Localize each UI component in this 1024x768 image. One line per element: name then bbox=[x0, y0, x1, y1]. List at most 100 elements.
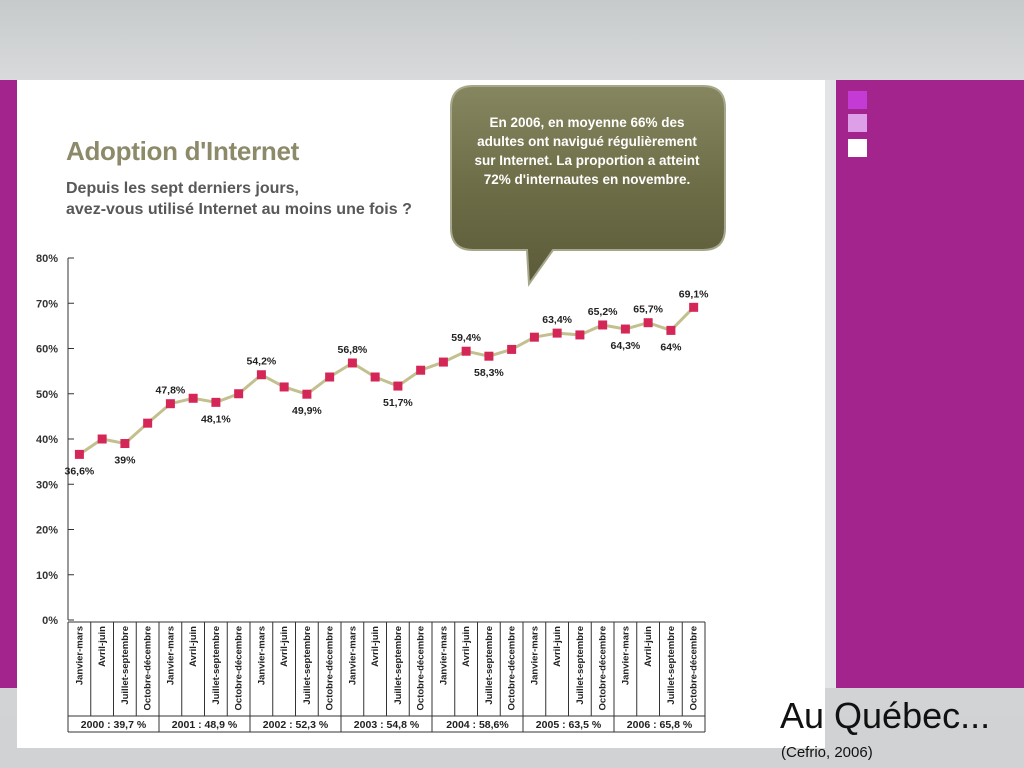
data-point bbox=[211, 397, 221, 407]
category-label: Octobre-décembre bbox=[416, 626, 427, 710]
y-tick-label: 70% bbox=[36, 298, 58, 310]
year-group-label: 2004 : 58,6% bbox=[446, 719, 509, 731]
year-group-label: 2000 : 39,7 % bbox=[81, 719, 147, 731]
year-group-label: 2005 : 63,5 % bbox=[536, 719, 602, 731]
data-point bbox=[188, 393, 198, 403]
data-point bbox=[97, 434, 107, 444]
data-point bbox=[416, 365, 426, 375]
data-label: 48,1% bbox=[201, 413, 231, 425]
category-label: Avril-juin bbox=[279, 626, 290, 667]
data-point bbox=[620, 324, 630, 334]
data-point bbox=[575, 330, 585, 340]
data-point bbox=[120, 439, 130, 449]
category-label: Avril-juin bbox=[188, 626, 199, 667]
category-label: Octobre-décembre bbox=[598, 626, 609, 710]
data-point bbox=[256, 370, 266, 380]
right-purple-band bbox=[836, 80, 1024, 688]
category-label: Avril-juin bbox=[552, 626, 563, 667]
data-point bbox=[552, 328, 562, 338]
line-chart: 0% 10% 20% 30% 40% 50% 60% 70% 80% Janvier-mars Av… bbox=[36, 253, 709, 733]
data-point bbox=[302, 389, 312, 399]
category-label: Avril-juin bbox=[461, 626, 472, 667]
category-label: Octobre-décembre bbox=[234, 626, 245, 710]
chart-panel: Adoption d'Internet Depuis les sept dern… bbox=[17, 80, 825, 748]
data-label: 51,7% bbox=[383, 397, 413, 409]
data-point bbox=[143, 418, 153, 428]
data-point bbox=[370, 372, 380, 382]
data-point bbox=[165, 399, 175, 409]
category-label: Juillet-septembre bbox=[211, 626, 222, 705]
data-label: 59,4% bbox=[451, 332, 481, 344]
category-label: Janvier-mars bbox=[438, 626, 449, 685]
data-point bbox=[643, 318, 653, 328]
data-label: 64,3% bbox=[611, 340, 641, 352]
chart-title: Adoption d'Internet bbox=[66, 136, 299, 166]
data-point bbox=[438, 357, 448, 367]
data-point bbox=[279, 382, 289, 392]
category-label: Octobre-décembre bbox=[325, 626, 336, 710]
category-label: Juillet-septembre bbox=[666, 626, 677, 705]
data-label: 58,3% bbox=[474, 367, 504, 379]
y-tick-label: 60% bbox=[36, 344, 58, 356]
data-point bbox=[347, 358, 357, 368]
year-group-label: 2003 : 54,8 % bbox=[354, 719, 420, 731]
chart-subtitle: Depuis les sept derniers jours, avez-vou… bbox=[66, 178, 486, 220]
speech-bubble-shape bbox=[450, 85, 726, 287]
decorative-square-white bbox=[848, 139, 867, 157]
year-group-label: 2001 : 48,9 % bbox=[172, 719, 238, 731]
data-label: 65,7% bbox=[633, 304, 663, 316]
y-tick-label: 40% bbox=[36, 434, 58, 446]
category-label: Octobre-décembre bbox=[689, 626, 700, 710]
category-label: Janvier-mars bbox=[165, 626, 176, 685]
data-point bbox=[598, 320, 608, 330]
speech-bubble bbox=[450, 85, 726, 287]
chart-subtitle-line-1: Depuis les sept derniers jours, bbox=[66, 180, 299, 197]
decorative-square-dark bbox=[848, 91, 867, 109]
y-tick-label: 30% bbox=[36, 479, 58, 491]
data-label: 47,8% bbox=[156, 385, 186, 397]
decorative-square-light bbox=[848, 114, 867, 132]
slide-title: Au Québec... bbox=[780, 695, 991, 736]
left-purple-band bbox=[0, 80, 17, 688]
y-tick-label: 80% bbox=[36, 253, 58, 265]
data-label: 64% bbox=[660, 341, 682, 353]
category-label: Octobre-décembre bbox=[143, 626, 154, 710]
data-label: 69,1% bbox=[679, 288, 709, 300]
data-label: 65,2% bbox=[588, 306, 618, 318]
slide-source: (Cefrio, 2006) bbox=[781, 744, 873, 761]
data-label: 36,6% bbox=[65, 465, 95, 477]
category-label: Janvier-mars bbox=[256, 626, 267, 685]
data-point bbox=[666, 325, 676, 335]
y-tick-label: 50% bbox=[36, 389, 58, 401]
year-group-label: 2006 : 65,8 % bbox=[627, 719, 693, 731]
data-point bbox=[74, 449, 84, 459]
data-point bbox=[325, 372, 335, 382]
data-label: 54,2% bbox=[247, 356, 277, 368]
data-point bbox=[507, 344, 517, 354]
category-label: Janvier-mars bbox=[620, 626, 631, 685]
data-label: 39% bbox=[114, 455, 136, 467]
category-label: Juillet-septembre bbox=[393, 626, 404, 705]
category-label: Juillet-septembre bbox=[575, 626, 586, 705]
chart-subtitle-line-2: avez-vous utilisé Internet au moins une … bbox=[66, 201, 412, 218]
category-label: Janvier-mars bbox=[347, 626, 358, 685]
category-label: Janvier-mars bbox=[529, 626, 540, 685]
data-point bbox=[529, 332, 539, 342]
panel-edge bbox=[825, 80, 836, 688]
category-label: Avril-juin bbox=[370, 626, 381, 667]
category-label: Juillet-septembre bbox=[302, 626, 313, 705]
y-tick-label: 10% bbox=[36, 570, 58, 582]
category-label: Avril-juin bbox=[97, 626, 108, 667]
category-label: Octobre-décembre bbox=[507, 626, 518, 710]
category-label: Juillet-septembre bbox=[484, 626, 495, 705]
category-label: Janvier-mars bbox=[74, 626, 85, 685]
data-label: 56,8% bbox=[338, 344, 368, 356]
data-label: 63,4% bbox=[542, 314, 572, 326]
data-point bbox=[461, 346, 471, 356]
y-tick-label: 20% bbox=[36, 525, 58, 537]
data-point bbox=[393, 381, 403, 391]
year-group-label: 2002 : 52,3 % bbox=[263, 719, 329, 731]
category-label: Juillet-septembre bbox=[120, 626, 131, 705]
y-tick-label: 0% bbox=[42, 615, 58, 627]
callout-text: En 2006, en moyenne 66% des adultes ont … bbox=[474, 115, 700, 187]
